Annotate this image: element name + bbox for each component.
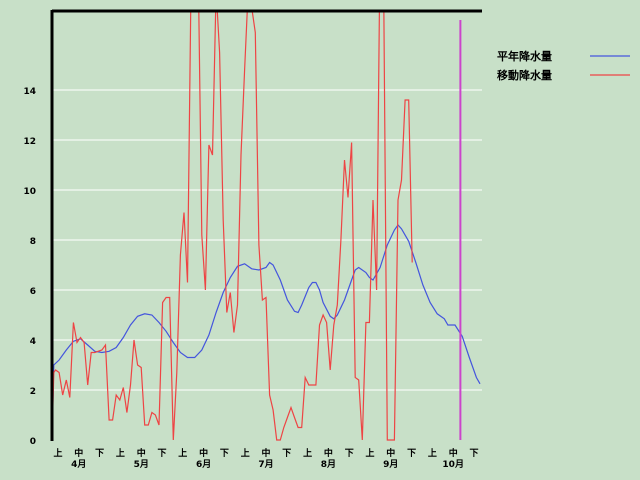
x-period-label: 下 (157, 448, 166, 459)
plot-area (52, 12, 481, 441)
y-tick-label: 2 (30, 387, 36, 397)
x-period-label: 上 (53, 447, 62, 459)
x-period-label: 下 (469, 448, 478, 459)
y-tick-label: 10 (23, 187, 36, 197)
legend-label-normal: 平年降水量 (497, 49, 552, 63)
x-period-label: 中 (449, 447, 458, 459)
x-month-label: 7月 (258, 459, 273, 470)
x-period-label: 上 (428, 447, 437, 459)
x-period-label: 上 (178, 447, 187, 459)
y-tick-label: 8 (30, 237, 36, 247)
x-period-label: 下 (95, 448, 104, 459)
x-period-label: 中 (261, 447, 270, 459)
series-line-moving-precipitation (52, 12, 413, 441)
x-period-label: 中 (386, 447, 395, 459)
x-period-label: 中 (137, 447, 146, 459)
y-tick-label: 12 (23, 137, 36, 147)
x-month-label: 5月 (134, 459, 149, 470)
x-period-label: 上 (303, 447, 312, 459)
x-period-label: 中 (74, 447, 83, 459)
x-period-label: 中 (324, 447, 333, 459)
x-period-label: 下 (345, 448, 354, 459)
legend-label-moving: 移動降水量 (497, 68, 552, 82)
x-period-label: 上 (241, 447, 250, 459)
legend: 平年降水量 移動降水量 (497, 49, 630, 82)
x-month-label: 9月 (383, 459, 398, 470)
x-period-label: 下 (407, 448, 416, 459)
x-month-label: 8月 (321, 459, 336, 470)
y-tick-label: 0 (30, 437, 36, 447)
x-period-label: 下 (220, 448, 229, 459)
y-axis-tick-labels: 0 2 4 6 8 10 12 14 (23, 87, 36, 447)
y-tick-label: 4 (30, 337, 36, 347)
x-period-label: 上 (116, 447, 125, 459)
x-period-label: 上 (365, 447, 374, 459)
x-period-label: 中 (199, 447, 208, 459)
y-tick-label: 6 (30, 287, 36, 297)
series-line-normal-precipitation (52, 224, 481, 441)
x-axis-tick-labels: 上中下上中下上中下上中下上中下上中下上中下4月 5月 6月 7月 8月 9月 10月 (53, 447, 478, 470)
x-period-label: 下 (282, 448, 291, 459)
x-month-label: 6月 (196, 459, 211, 470)
y-tick-label: 14 (23, 87, 36, 97)
x-month-label: 10月 (442, 459, 464, 470)
x-month-label: 4月 (71, 459, 86, 470)
